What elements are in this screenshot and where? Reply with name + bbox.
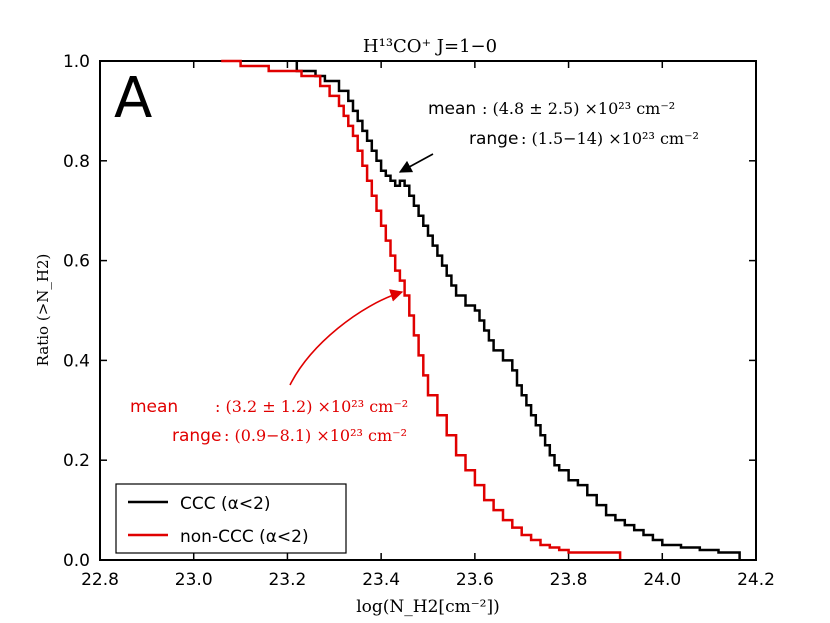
ccc-range-value: : (1.5−14) ×10²³ cm⁻² <box>521 129 699 148</box>
x-axis-ticks: 22.8 23.0 23.2 23.4 23.6 23.8 24.0 24.2 <box>81 61 775 590</box>
y-axis-label: Ratio (>N_H2) <box>34 254 52 367</box>
legend: CCC (α<2) non-CCC (α<2) <box>115 483 347 554</box>
y-axis-ticks: 0.0 0.2 0.4 0.6 0.8 1.0 <box>63 52 756 571</box>
chart-title: H¹³CO⁺ J=1−0 <box>363 36 497 57</box>
legend-box <box>115 483 347 554</box>
series-non-ccc-line <box>221 59 622 559</box>
legend-label-non-ccc: non-CCC (α<2) <box>180 527 309 547</box>
series-layer <box>221 59 741 559</box>
x-tick-label: 23.8 <box>550 570 588 590</box>
x-tick-label: 23.2 <box>268 570 306 590</box>
non-ccc-range-label: range <box>172 426 221 446</box>
x-tick-label: 23.6 <box>456 570 494 590</box>
y-tick-label: 0.6 <box>63 252 90 272</box>
ccc-mean-label: mean <box>428 99 476 119</box>
ccc-annotation-arrow <box>398 153 434 173</box>
x-tick-label: 24.2 <box>737 570 775 590</box>
x-axis-label: log(N_H2[cm⁻²]) <box>356 597 500 617</box>
plot-frame <box>99 60 757 561</box>
x-tick-label: 24.0 <box>643 570 681 590</box>
panel-letter: A <box>114 66 152 131</box>
non-ccc-range-value: : (0.9−8.1) ×10²³ cm⁻² <box>224 426 407 445</box>
non-ccc-annotation: mean : (3.2 ± 1.2) ×10²³ cm⁻² range : (0… <box>130 289 408 446</box>
ccc-annotation: mean : (4.8 ± 2.5) ×10²³ cm⁻² range : (1… <box>398 99 699 173</box>
x-tick-label: 23.4 <box>362 570 400 590</box>
legend-label-ccc: CCC (α<2) <box>180 494 271 514</box>
non-ccc-mean-label: mean <box>130 397 178 417</box>
x-tick-label: 22.8 <box>81 570 119 590</box>
ccc-range-label: range <box>469 129 518 149</box>
y-tick-label: 0.0 <box>63 551 90 571</box>
series-ccc-line <box>295 61 741 559</box>
x-tick-label: 23.0 <box>175 570 213 590</box>
non-ccc-mean-value: : (3.2 ± 1.2) ×10²³ cm⁻² <box>215 397 408 416</box>
y-tick-label: 1.0 <box>63 52 90 72</box>
y-tick-label: 0.8 <box>63 152 90 172</box>
y-tick-label: 0.4 <box>63 351 90 371</box>
ccc-mean-value: : (4.8 ± 2.5) ×10²³ cm⁻² <box>482 99 675 118</box>
y-tick-label: 0.2 <box>63 451 90 471</box>
non-ccc-annotation-arrow <box>289 289 404 386</box>
